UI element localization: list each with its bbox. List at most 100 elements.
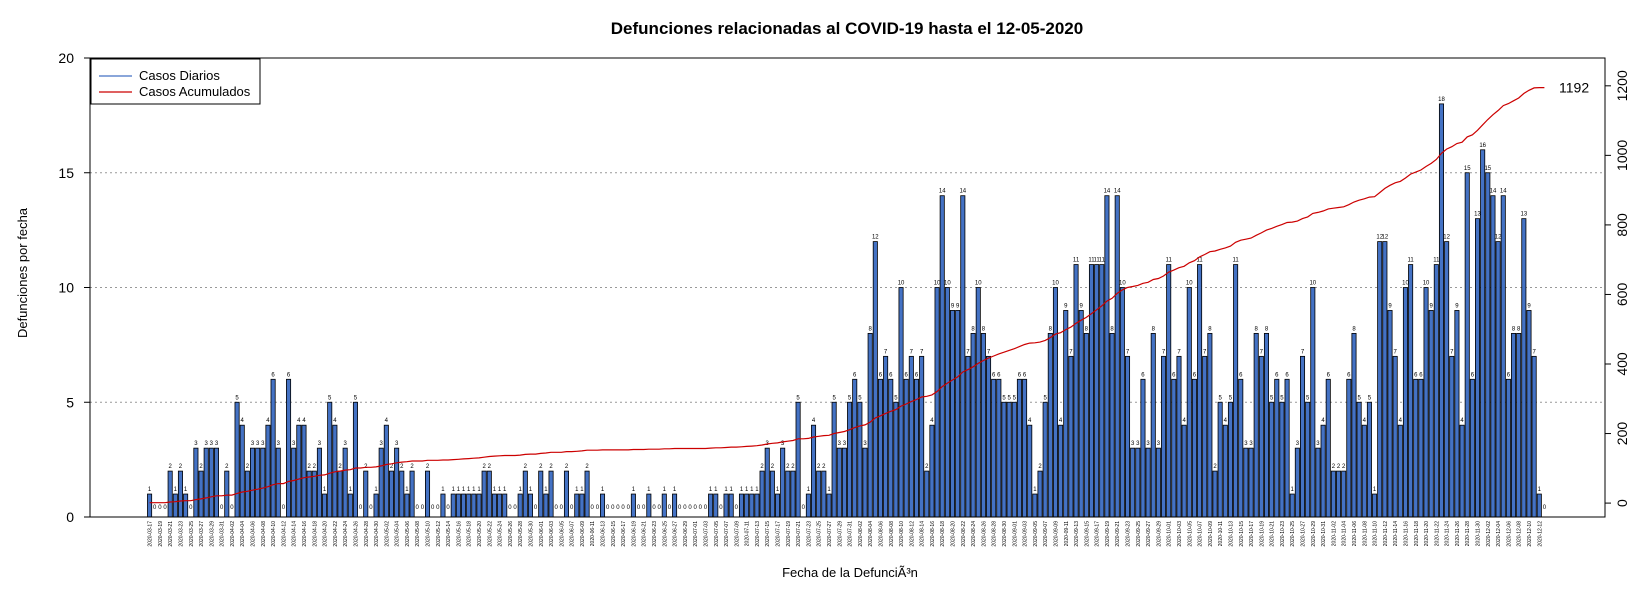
y-tick-label: 5 bbox=[66, 394, 74, 410]
bar-label: 5 bbox=[1043, 395, 1047, 401]
bar-label: 3 bbox=[1136, 441, 1140, 447]
x-tick-label: 2020-06-29 bbox=[683, 521, 689, 547]
bar bbox=[1032, 493, 1038, 518]
bar bbox=[1341, 470, 1347, 518]
bar bbox=[888, 378, 894, 518]
bar-label: 6 bbox=[915, 372, 919, 378]
x-tick-label: 2020-05-22 bbox=[487, 521, 493, 547]
x-tick-label: 2020-03-27 bbox=[199, 521, 205, 547]
bar bbox=[471, 493, 477, 518]
bar-label: 4 bbox=[1028, 418, 1032, 424]
bar bbox=[847, 401, 853, 518]
bar-label: 7 bbox=[1177, 349, 1181, 355]
bar-label: 2 bbox=[760, 464, 764, 470]
bar bbox=[1516, 332, 1522, 518]
bar-label: 6 bbox=[992, 372, 996, 378]
bar bbox=[744, 493, 750, 518]
x-tick-label: 2020-03-25 bbox=[189, 521, 195, 547]
bar-label: 6 bbox=[1023, 372, 1027, 378]
x-tick-label: 2020-04-22 bbox=[333, 521, 339, 547]
bar-label: 10 bbox=[1402, 281, 1409, 287]
bar-label: 8 bbox=[982, 326, 986, 332]
bar-label: 0 bbox=[1543, 505, 1547, 511]
x-tick-label: 2020-09-25 bbox=[1136, 521, 1142, 547]
bar bbox=[193, 447, 199, 518]
x-tick-label: 2020-07-17 bbox=[776, 521, 782, 547]
bar-label: 9 bbox=[956, 303, 960, 309]
bar-label: 9 bbox=[1527, 303, 1531, 309]
bar bbox=[708, 493, 714, 518]
bar-label: 0 bbox=[153, 505, 157, 511]
bar bbox=[826, 493, 832, 518]
bar-label: 1 bbox=[441, 487, 445, 493]
x-tick-label: 2020-10-17 bbox=[1249, 521, 1255, 547]
bar bbox=[646, 493, 652, 518]
bar-label: 9 bbox=[1430, 303, 1434, 309]
bar bbox=[1217, 401, 1223, 518]
x-tick-label: 2020-10-13 bbox=[1228, 521, 1234, 547]
bar-label: 3 bbox=[318, 441, 322, 447]
x-tick-label: 2020-11-28 bbox=[1465, 521, 1471, 546]
bar-label: 10 bbox=[1309, 281, 1316, 287]
bar bbox=[630, 493, 636, 518]
bar-label: 6 bbox=[1239, 372, 1243, 378]
x-tick-label: 2020-08-22 bbox=[961, 521, 967, 547]
x-tick-label: 2020-10-21 bbox=[1270, 521, 1276, 547]
bar bbox=[759, 470, 765, 518]
bar bbox=[548, 470, 554, 518]
bar-label: 0 bbox=[642, 505, 646, 511]
bar bbox=[805, 493, 811, 518]
bar-label: 0 bbox=[735, 505, 739, 511]
bar bbox=[373, 493, 379, 518]
x-tick-label: 2020-11-08 bbox=[1362, 521, 1368, 546]
x-tick-label: 2020-04-08 bbox=[261, 521, 267, 547]
x-tick-labels-group: 2020-03-17 2020-03-19 2020-03-21 2020-03-23… bbox=[148, 521, 1544, 547]
bar bbox=[1351, 332, 1357, 518]
bar bbox=[934, 287, 940, 518]
bar bbox=[461, 493, 467, 518]
bar-label: 12 bbox=[872, 235, 879, 241]
bar-label: 1 bbox=[750, 487, 754, 493]
bar bbox=[872, 241, 878, 518]
bar-label: 8 bbox=[1517, 326, 1521, 332]
y-tick-label: 20 bbox=[58, 50, 74, 66]
bar-label: 14 bbox=[1500, 189, 1507, 195]
bar-label: 0 bbox=[616, 505, 620, 511]
x-tick-label: 2020-07-23 bbox=[806, 521, 812, 547]
bar-label: 1 bbox=[714, 487, 718, 493]
x-tick-label: 2020-09-13 bbox=[1074, 521, 1080, 547]
chart-title: Defunciones relacionadas al COVID-19 has… bbox=[611, 19, 1083, 38]
bar-label: 4 bbox=[297, 418, 301, 424]
bar-label: 0 bbox=[359, 505, 363, 511]
x-tick-label: 2020-08-30 bbox=[1002, 521, 1008, 547]
bar bbox=[291, 447, 297, 518]
bars-group bbox=[147, 103, 1542, 518]
bar-label: 0 bbox=[596, 505, 600, 511]
x-tick-label: 2020-05-24 bbox=[498, 521, 504, 547]
x-tick-label: 2020-08-16 bbox=[930, 521, 936, 547]
bar-label: 5 bbox=[1002, 395, 1006, 401]
bar-label: 0 bbox=[282, 505, 286, 511]
bar-label: 6 bbox=[1419, 372, 1423, 378]
x-tick-label: 2020-11-10 bbox=[1373, 521, 1379, 546]
bar-label: 11 bbox=[1099, 258, 1106, 264]
bar-label: 1 bbox=[349, 487, 353, 493]
bar-label: 1 bbox=[452, 487, 456, 493]
x-tick-label: 2020-08-06 bbox=[878, 521, 884, 547]
bar-label: 8 bbox=[1085, 326, 1089, 332]
x-tick-label: 2020-09-09 bbox=[1053, 521, 1059, 547]
x-tick-label: 2020-09-01 bbox=[1012, 521, 1018, 547]
bar bbox=[466, 493, 472, 518]
x-tick-label: 2020-10-03 bbox=[1177, 521, 1183, 547]
bar bbox=[1135, 447, 1141, 518]
bar-label: 0 bbox=[704, 505, 708, 511]
x-tick-label: 2020-12-10 bbox=[1527, 521, 1533, 547]
bar bbox=[1464, 172, 1470, 518]
bar bbox=[322, 493, 328, 518]
bar bbox=[661, 493, 667, 518]
x-tick-label: 2020-09-23 bbox=[1126, 521, 1132, 547]
bar-label: 4 bbox=[333, 418, 337, 424]
x-tick-label: 2020-04-26 bbox=[353, 521, 359, 547]
x-tick-label: 2020-05-30 bbox=[528, 521, 534, 547]
bar bbox=[1505, 378, 1511, 518]
